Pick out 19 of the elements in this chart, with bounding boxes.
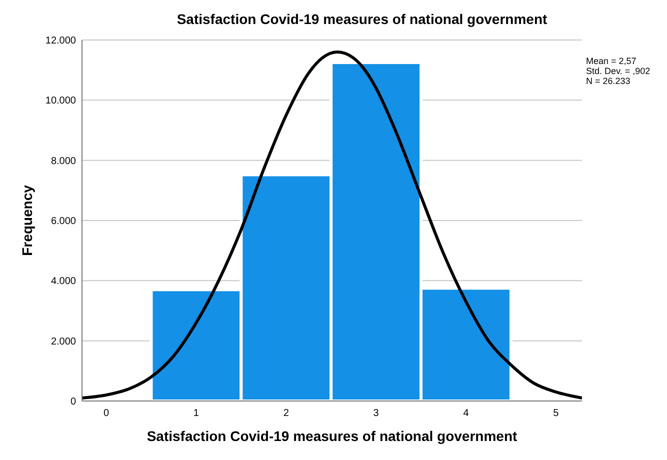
y-tick-label: 4.000 [50,276,76,288]
chart-title: Satisfaction Covid-19 measures of national government [176,11,548,27]
x-tick-label: 2 [283,408,290,419]
x-tick-label: 0 [104,408,110,419]
text: Std. Dev. = ,902 [586,66,650,76]
x-tick-label: 1 [193,408,200,419]
text: N = 26.233 [586,76,630,86]
x-tick-label: 5 [553,408,560,419]
y-tick-label: 2.000 [50,336,76,348]
y-tick-label: 0 [70,396,76,408]
y-tick-label: 12.000 [45,36,76,46]
y-tick-label: 6.000 [50,216,76,227]
x-tick-label: 3 [373,408,380,419]
x-tick-label: 4 [463,408,470,419]
y-tick-label: 10.000 [45,96,76,107]
y-axis-title: Frequency [19,184,35,256]
text: Mean = 2,57 [586,56,636,66]
y-tick-label: 8.000 [50,156,76,167]
x-axis-title: Satisfaction Covid-19 measures of national government [146,428,518,444]
